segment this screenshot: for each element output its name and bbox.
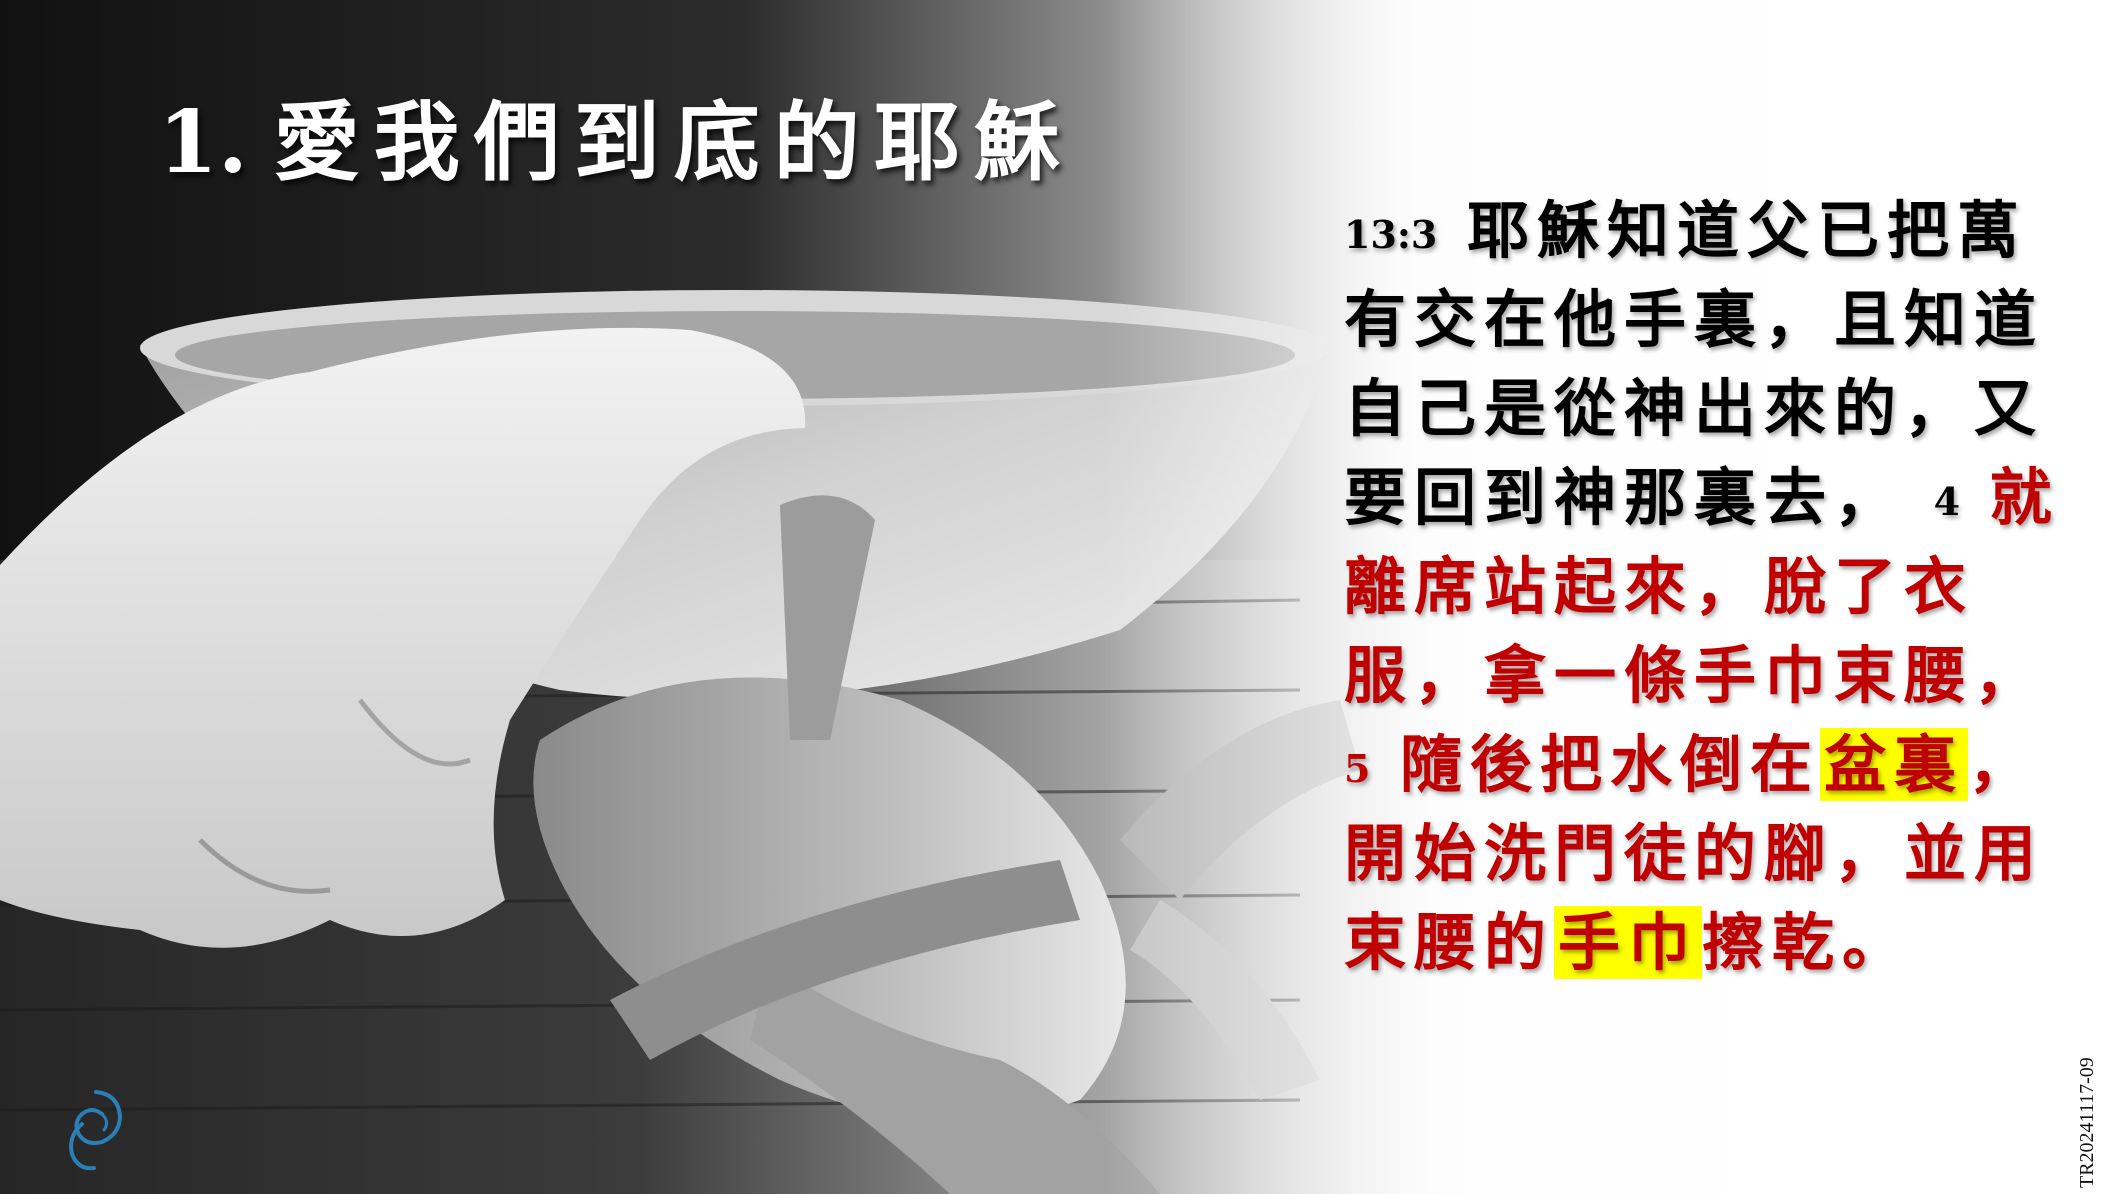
slide-code: TR20241117-09 — [2076, 1057, 2098, 1188]
verse-ref-4: 4 — [1933, 479, 1961, 524]
verse-text: 13:3 耶穌知道父已把萬有交在他手裏，且知道自己是從神出來的，又要回到神那裏去… — [1344, 186, 2074, 987]
slide-title: 1. 愛我們到底的耶穌 — [158, 72, 1074, 197]
title-text: 愛我們到底的耶穌 — [273, 92, 1074, 193]
title-number: 1. — [158, 92, 248, 193]
verse-segment-red-1: 就離席站起來，脫了衣服，拿一條手巾束腰， — [1344, 461, 2060, 712]
verse-ref-5: 5 — [1344, 746, 1371, 791]
verse-segment-red-4: 擦乾。 — [1702, 906, 1913, 979]
verse-segment-black: 耶穌知道父已把萬有交在他手裏，且知道自己是從神出來的，又要回到神那裏去， — [1344, 194, 2045, 534]
verse-ref-13-3: 13:3 — [1344, 212, 1438, 257]
highlight-basin: 盆裏 — [1820, 728, 1969, 801]
church-logo-icon — [69, 1090, 123, 1171]
highlight-towel: 手巾 — [1554, 906, 1703, 979]
verse-segment-red-2: 隨後把水倒在 — [1400, 728, 1821, 801]
verse-segment-red-3: ，開始洗門徒的腳，並用束腰的 — [1344, 728, 2045, 979]
